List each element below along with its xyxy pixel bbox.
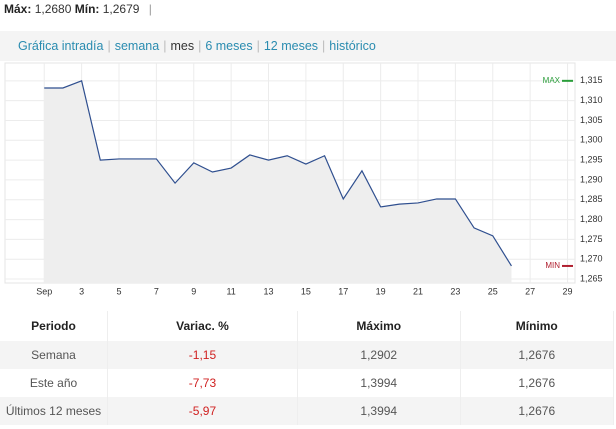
table-header: Periodo Variac. % Máximo Mínimo [0, 311, 615, 341]
table-cell: Este año [0, 369, 108, 397]
column-header: Máximo [297, 311, 461, 341]
y-tick-label: 1,295 [580, 154, 603, 164]
column-header: Variac. % [107, 311, 298, 341]
x-tick-label: 29 [563, 286, 573, 296]
max-value: 1,2680 [34, 2, 72, 16]
table-cell: 1,2902 [297, 341, 461, 369]
table-cell: Últimos 12 meses [0, 397, 108, 425]
x-tick-label: 21 [413, 286, 423, 296]
area [44, 80, 512, 284]
table-cell: Semana [0, 341, 108, 369]
y-tick-label: 1,310 [580, 95, 603, 105]
table-cell: 1,3994 [297, 369, 461, 397]
table-cell: 1,3994 [297, 397, 461, 425]
table-cell: 1,2676 [460, 341, 615, 369]
x-tick-label: 5 [116, 286, 121, 296]
x-tick-label: 25 [488, 286, 498, 296]
x-tick-label: 9 [191, 286, 196, 296]
tab[interactable]: 12 meses [263, 39, 319, 53]
y-tick-label: 1,285 [580, 194, 603, 204]
table-cell: -7,73 [107, 369, 298, 397]
y-tick-label: 1,270 [580, 254, 603, 264]
tab[interactable]: semana [114, 39, 160, 53]
table-cell: 1,2676 [460, 397, 615, 425]
max-label: Máx: [4, 2, 32, 16]
header: Máx: 1,2680 Mín: 1,2679 | [4, 2, 152, 16]
min-label: Mín: [74, 2, 100, 16]
table-row: Últimos 12 meses -5,97 1,3994 1,2676 [0, 397, 615, 425]
tab[interactable]: histórico [329, 39, 376, 53]
table-cell: -1,15 [107, 341, 298, 369]
marker-label: MAX [543, 76, 561, 85]
x-tick-label: 17 [338, 286, 348, 296]
x-tick-label: 3 [79, 286, 84, 296]
table-row: Semana -1,15 1,2902 1,2676 [0, 341, 615, 369]
x-tick-label: 15 [301, 286, 311, 296]
table-cell: -5,97 [107, 397, 298, 425]
marker-label: MIN [545, 261, 560, 270]
y-tick-label: 1,315 [580, 75, 603, 85]
x-tick-label: 27 [525, 286, 535, 296]
min-value: 1,2679 [102, 2, 140, 16]
x-tick-label: 23 [450, 286, 460, 296]
tabs: Gráfica intradía | semana | mes | 6 meses | 12 m… [0, 31, 616, 61]
y-tick-label: 1,265 [580, 273, 603, 283]
y-tick-label: 1,275 [580, 234, 603, 244]
x-tick-label: Sep [36, 286, 52, 296]
x-tick-label: 13 [264, 286, 274, 296]
x-tick-label: 11 [226, 286, 235, 296]
chart: 1,265 1,270 1,275 1,280 1,285 1,290 1,295 1,300… [4, 62, 603, 296]
tab[interactable]: 6 meses [205, 39, 253, 53]
table-row: Este año -7,73 1,3994 1,2676 [0, 369, 615, 397]
column-header: Periodo [0, 311, 108, 341]
column-header: Mínimo [460, 311, 615, 341]
y-tick-label: 1,305 [580, 115, 603, 125]
y-tick-label: 1,290 [580, 174, 603, 184]
line [44, 80, 512, 267]
tab[interactable]: Gráfica intradía [18, 39, 104, 53]
summary-table: Periodo Variac. % Máximo Mínimo Semana -1,15 1… [0, 311, 615, 425]
x-tick-label: 19 [376, 286, 386, 296]
x-tick-label: 7 [154, 286, 159, 296]
tab[interactable]: mes [170, 39, 195, 53]
y-tick-label: 1,280 [580, 214, 603, 224]
y-tick-label: 1,300 [580, 135, 603, 145]
table-cell: 1,2676 [460, 369, 615, 397]
